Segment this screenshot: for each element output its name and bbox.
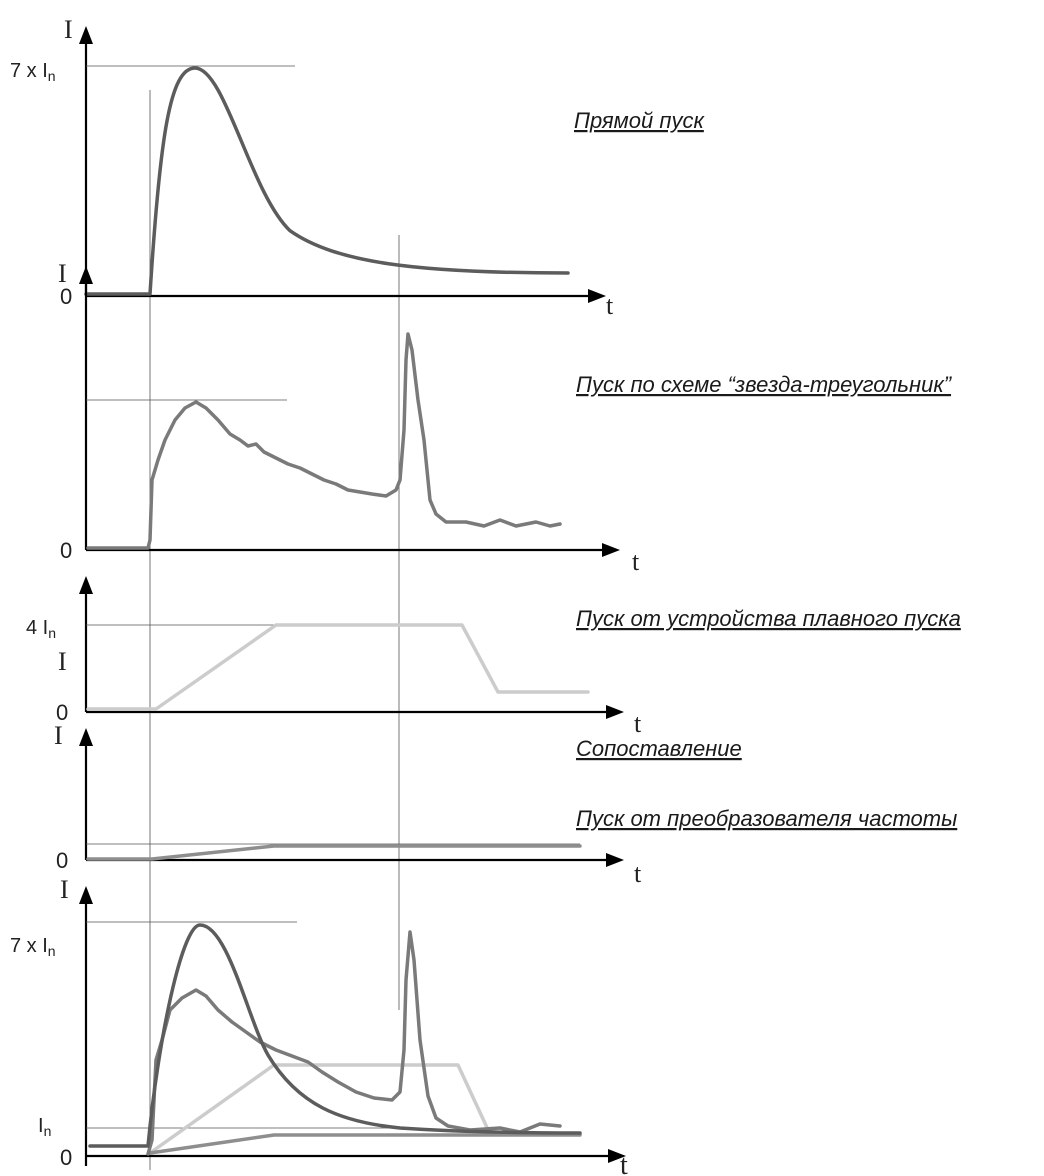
peak-level-label: 7 x In (10, 935, 56, 959)
t-axis-label: t (620, 1150, 628, 1176)
x-axis-arrow (606, 705, 624, 719)
zero-label: 0 (60, 1145, 72, 1170)
y-axis-label: I (58, 259, 67, 288)
t-axis-label: t (634, 859, 642, 888)
zero-label: 0 (56, 700, 68, 725)
y-axis-arrow (79, 26, 93, 44)
panel-comparison: I 0 t 7 x In In Сопоставление (10, 736, 742, 1176)
panel-title: Пуск по схеме “звезда-треугольник” (576, 372, 953, 397)
zero-label: 0 (60, 538, 72, 563)
y-axis-arrow (79, 728, 93, 746)
x-axis-arrow (602, 543, 620, 557)
panel-title: Пуск от устройства плавного пуска (576, 606, 961, 631)
x-axis-arrow (608, 1149, 626, 1163)
x-axis-arrow (588, 289, 606, 303)
soft-starter-current-curve (86, 623, 590, 711)
panel-direct-start: I 0 t 7 x In Прямой пуск (10, 15, 705, 320)
y-axis-arrow (79, 266, 93, 284)
zero-label: 0 (56, 848, 68, 873)
star-delta-current-curve (86, 332, 562, 550)
panel-soft-starter: I 0 t 4 In Пуск от устройства плавного п… (26, 576, 961, 738)
peak-level-label: 7 x In (10, 60, 56, 84)
zero-label: 0 (60, 284, 72, 309)
y-axis-label: I (64, 15, 73, 44)
nominal-level-label: In (38, 1115, 51, 1139)
comparison-star-delta-curve (146, 930, 562, 1156)
y-axis-arrow (79, 576, 93, 594)
y-axis-label: I (58, 647, 67, 676)
panel-frequency-converter: I 0 t Пуск от преобразователя частоты (54, 721, 957, 888)
t-axis-label: t (606, 291, 614, 320)
t-axis-label: t (632, 547, 640, 576)
comparison-vfd-curve (148, 1133, 582, 1155)
direct-start-current-curve (84, 66, 570, 296)
comparison-direct-start-curve (88, 923, 582, 1148)
x-axis-arrow (606, 853, 624, 867)
panel-title: Прямой пуск (574, 108, 705, 133)
panel-title: Пуск от преобразователя частоты (576, 806, 957, 831)
panel-star-delta-start: I 0 t Пуск по схеме “звезда-треугольник” (58, 259, 953, 576)
y-axis-label: I (60, 875, 69, 904)
y-axis-arrow (79, 886, 93, 904)
t-axis-label: t (634, 709, 642, 738)
panel-title: Сопоставление (576, 736, 742, 761)
y-axis-label: I (54, 721, 63, 750)
level-label: 4 In (26, 617, 56, 641)
vfd-current-curve (86, 844, 582, 861)
comparison-soft-starter-curve (148, 1063, 582, 1155)
